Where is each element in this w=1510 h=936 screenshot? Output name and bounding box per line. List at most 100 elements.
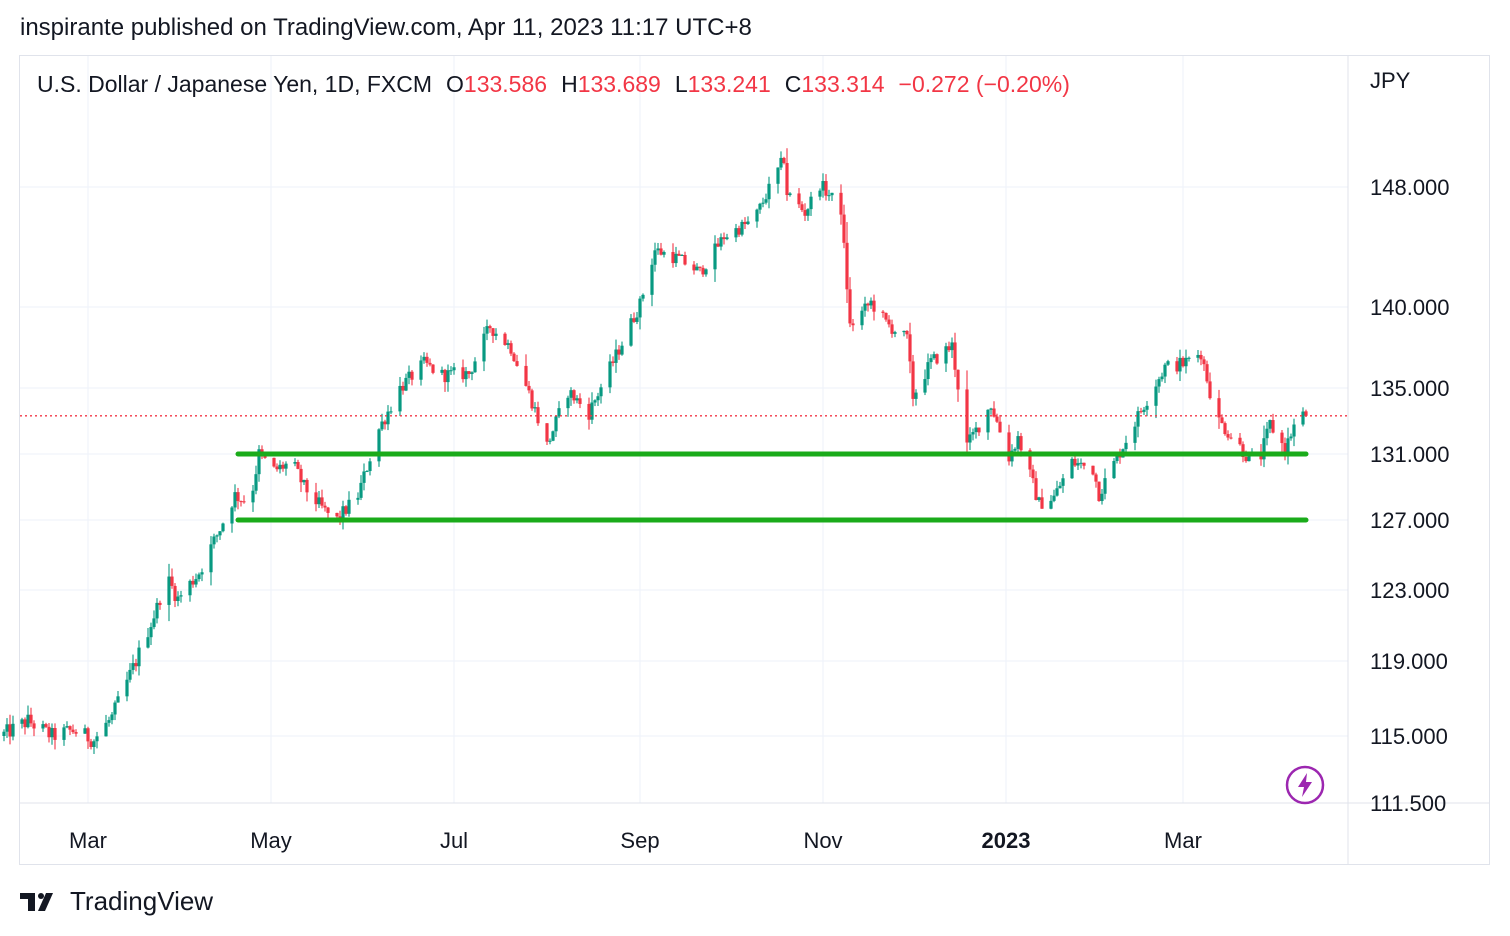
candle [410,370,414,386]
candle [362,463,366,491]
candle [821,173,825,198]
candle [545,423,549,445]
candle [1157,376,1161,393]
candle [1268,419,1272,434]
candle [719,233,723,251]
candle [569,387,573,406]
candle [368,458,372,476]
candle [998,414,1002,433]
candle [851,319,855,332]
candle [1223,421,1227,436]
price-tick-label: 111.500 [1370,791,1446,816]
candle [1142,406,1146,415]
candle [92,739,96,754]
candle [713,235,717,282]
candle [536,401,540,426]
candle [23,717,27,735]
candle [299,464,303,493]
candle [2,729,6,742]
candle [746,216,750,225]
candle [884,312,888,322]
candle [1178,349,1182,382]
candle [230,506,234,533]
candle [533,402,537,413]
candle [551,430,555,442]
candle [1037,496,1041,502]
candle [659,242,663,256]
candle [515,354,519,367]
currency-label[interactable]: JPY [1370,68,1411,93]
candle [1124,435,1128,453]
candle [698,266,702,272]
candle [1049,495,1053,510]
candle [1160,372,1164,382]
change-value: −0.272 (−0.20%) [898,71,1070,97]
candle [1100,489,1104,505]
candle [776,167,780,194]
close-value: 133.314 [801,71,885,97]
candle [512,352,516,362]
candle [8,714,12,745]
candle [758,202,762,214]
chart-frame [19,55,1490,865]
candle [425,352,429,367]
candle [296,459,300,470]
candle [662,250,666,258]
candle [575,395,579,404]
candle [251,484,255,512]
candle [1166,359,1170,366]
candle [377,428,381,467]
candle [320,489,324,509]
candle [848,277,852,328]
candle [761,197,765,208]
candle [767,176,771,209]
candle [1070,457,1074,479]
candle [929,354,933,369]
candle [527,381,531,394]
candle [110,712,114,725]
candle [671,243,675,268]
candle [1061,474,1065,493]
candle [956,369,960,402]
candle [95,731,99,749]
candle [272,457,276,468]
candle [179,590,183,603]
candle [740,219,744,237]
candle [449,366,453,375]
candle [503,332,507,346]
publisher-header: inspirante published on TradingView.com,… [20,14,752,41]
candle [488,324,492,333]
candle [890,319,894,338]
candle [86,726,90,749]
candle [566,395,570,417]
footer-brand[interactable]: TradingView [20,886,213,917]
candle [632,312,636,324]
candle [200,568,204,582]
candle [1040,488,1044,509]
low-label: L [674,71,688,97]
lightning-bolt-icon[interactable] [1285,765,1325,805]
candle [365,470,369,473]
candle [629,314,633,347]
candle [974,421,978,439]
candle [5,718,9,738]
candle [197,572,201,582]
price-tick-label: 148.000 [1370,175,1450,200]
grid-lines [20,56,1490,865]
close-label: C [784,71,802,97]
candle [614,339,618,373]
candle [785,148,789,201]
candle [1091,465,1095,476]
candle [62,724,66,746]
candle [431,364,435,375]
candle [26,705,30,729]
candle [467,370,471,379]
candle [887,315,891,328]
candle [356,492,360,505]
candle [137,640,141,676]
candle [1220,414,1224,424]
candle [104,714,108,737]
candle [116,691,120,703]
symbol-label[interactable]: U.S. Dollar / Japanese Yen, 1D, FXCM [37,71,433,97]
